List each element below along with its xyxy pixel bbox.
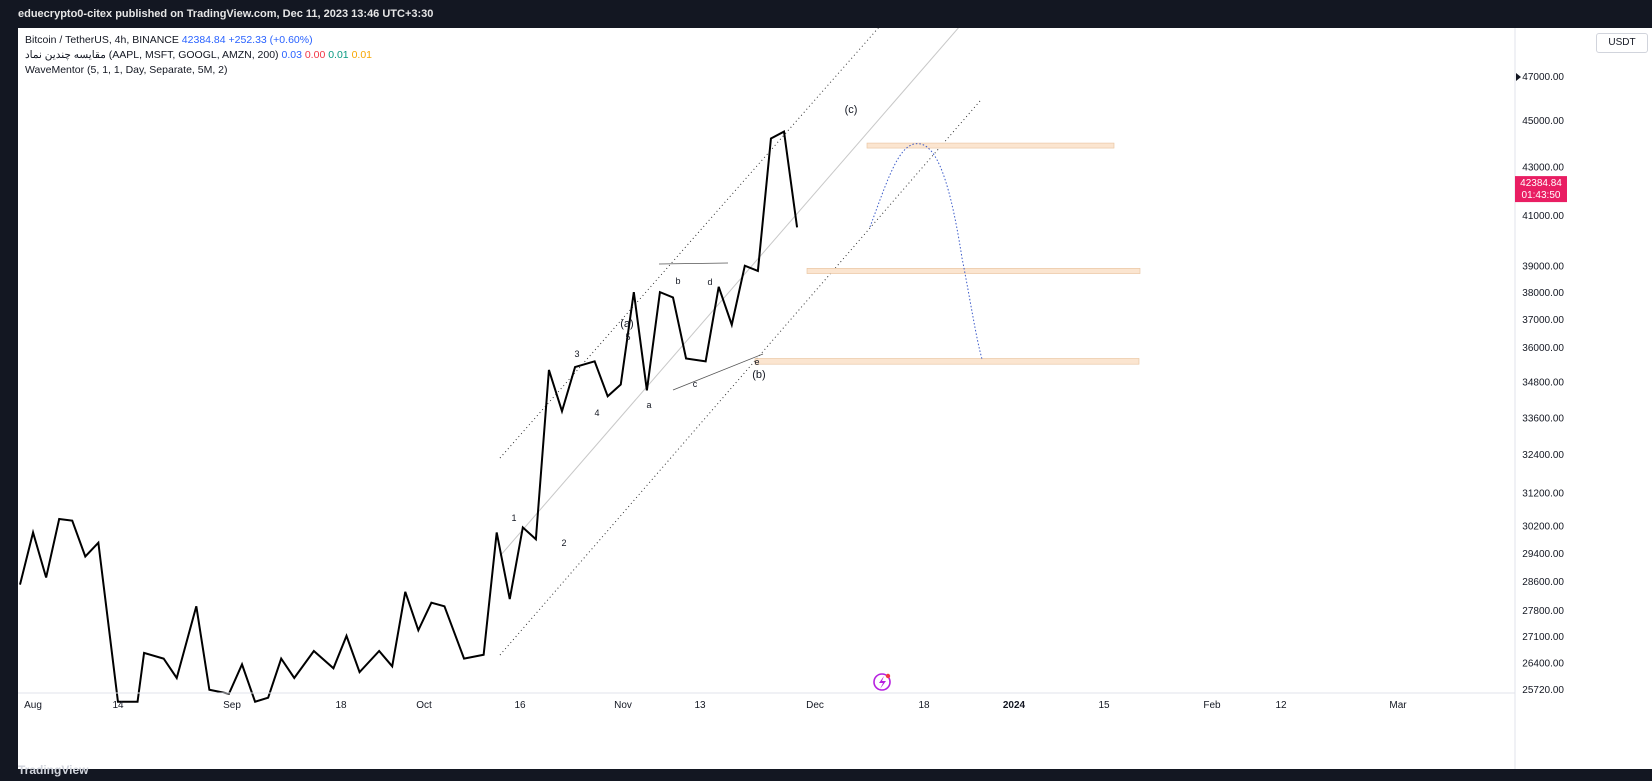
wave-label: c [693, 379, 698, 389]
legend-row-indicator: WaveMentor (5, 1, 1, Day, Separate, 5M, … [25, 63, 372, 78]
y-tick-label: 28600.00 [1522, 577, 1564, 588]
x-tick-label: 18 [335, 700, 347, 711]
price-line [20, 132, 797, 702]
wave-label: a [646, 400, 651, 410]
support-resistance-zone [807, 268, 1140, 273]
wave-label: 5 [625, 332, 630, 342]
legend-indicator: WaveMentor (5, 1, 1, Day, Separate, 5M, … [25, 64, 228, 76]
y-tick-label: 36000.00 [1522, 343, 1564, 354]
x-tick-label: 18 [918, 700, 930, 711]
legend-compare-v3: 0.01 [328, 49, 348, 61]
y-tick-label: 29400.00 [1522, 549, 1564, 560]
projection-curve [870, 144, 982, 359]
y-axis: 47000.00 45000.00 43000.00 41000.00 39000.00… [1515, 28, 1564, 769]
legend-compare-v1: 0.03 [281, 49, 301, 61]
lightning-icon-dot [886, 674, 890, 678]
y-axis-marker [1516, 73, 1521, 81]
currency-button[interactable]: USDT [1596, 33, 1648, 53]
wave-label: (c) [845, 104, 858, 116]
wave-label: (a) [620, 318, 633, 330]
lightning-icon [874, 674, 890, 690]
tradingview-logo[interactable]: TradingView [18, 763, 88, 777]
legend-compare-v4: 0.01 [352, 49, 372, 61]
y-tick-label: 27800.00 [1522, 606, 1564, 617]
y-tick-label: 27100.00 [1522, 632, 1564, 643]
x-tick-label: 2024 [1003, 700, 1026, 711]
x-tick-label: Sep [223, 700, 241, 711]
x-tick-label: 13 [694, 700, 706, 711]
y-tick-label: 33600.00 [1522, 413, 1564, 424]
y-tick-label: 47000.00 [1522, 72, 1564, 83]
x-axis: Aug 14 Sep 18 Oct 16 Nov 13 Dec 18 2024 15 Feb 12 Mar [18, 674, 1515, 711]
legend-change: +252.33 (+0.60%) [229, 34, 313, 46]
legend: Bitcoin / TetherUS, 4h, BINANCE 42384.84… [25, 33, 372, 78]
x-tick-label: Oct [416, 700, 432, 711]
channel-lines [500, 28, 980, 655]
y-tick-label: 32400.00 [1522, 450, 1564, 461]
y-tick-label: 37000.00 [1522, 315, 1564, 326]
wave-labels: 1 2 3 4 5 (a) a b c d e (b) (c) [511, 104, 857, 548]
x-tick-label: Feb [1203, 700, 1221, 711]
top-bar: eduecrypto0-citex published on TradingVi… [0, 0, 1652, 28]
x-tick-label: Aug [24, 700, 42, 711]
price-tag-countdown: 01:43:50 [1522, 190, 1561, 201]
wave-label: d [707, 277, 712, 287]
wave-label: 4 [594, 408, 599, 418]
triangle-top [659, 263, 728, 264]
wave-label: (b) [752, 369, 765, 381]
zones [755, 143, 1140, 364]
support-resistance-zone [867, 143, 1114, 148]
chart-area[interactable]: 1 2 3 4 5 (a) a b c d e (b) (c) 47000.00 45000.00 4300… [18, 28, 1652, 769]
legend-price: 42384.84 [182, 34, 226, 46]
support-resistance-zone [755, 358, 1139, 364]
wave-label: 1 [511, 513, 516, 523]
wave-label: 3 [574, 349, 579, 359]
x-tick-label: 15 [1098, 700, 1110, 711]
wave-label: b [675, 276, 680, 286]
legend-compare-v2: 0.00 [305, 49, 325, 61]
y-tick-label: 41000.00 [1522, 211, 1564, 222]
legend-compare: مقایسه چندین نماد (AAPL, MSFT, GOOGL, AM… [25, 49, 279, 61]
x-tick-label: Mar [1389, 700, 1407, 711]
lightning-icon-bolt [879, 676, 886, 689]
y-tick-label: 45000.00 [1522, 116, 1564, 127]
y-tick-label: 26400.00 [1522, 658, 1564, 669]
wave-label: 2 [561, 538, 566, 548]
x-tick-label: 14 [112, 700, 124, 711]
projection-curve [870, 144, 982, 359]
y-tick-label: 31200.00 [1522, 489, 1564, 500]
wave-label: e [754, 357, 759, 367]
channel-mid [500, 28, 960, 556]
x-tick-label: 12 [1275, 700, 1287, 711]
y-tick-label: 30200.00 [1522, 522, 1564, 533]
x-tick-label: Dec [806, 700, 824, 711]
y-tick-label: 34800.00 [1522, 378, 1564, 389]
x-tick-label: 16 [514, 700, 526, 711]
legend-row-symbol: Bitcoin / TetherUS, 4h, BINANCE 42384.84… [25, 33, 372, 48]
bottom-bar [0, 769, 1652, 781]
price-series [20, 132, 797, 702]
publisher-text: eduecrypto0-citex published on TradingVi… [18, 8, 433, 20]
legend-symbol: Bitcoin / TetherUS, 4h, BINANCE [25, 34, 179, 46]
price-tag-price: 42384.84 [1520, 178, 1562, 189]
y-tick-label: 25720.00 [1522, 685, 1564, 696]
x-tick-label: Nov [614, 700, 632, 711]
y-tick-label: 43000.00 [1522, 162, 1564, 173]
y-tick-label: 39000.00 [1522, 262, 1564, 273]
y-tick-label: 38000.00 [1522, 288, 1564, 299]
legend-row-compare: مقایسه چندین نماد (AAPL, MSFT, GOOGL, AM… [25, 48, 372, 63]
